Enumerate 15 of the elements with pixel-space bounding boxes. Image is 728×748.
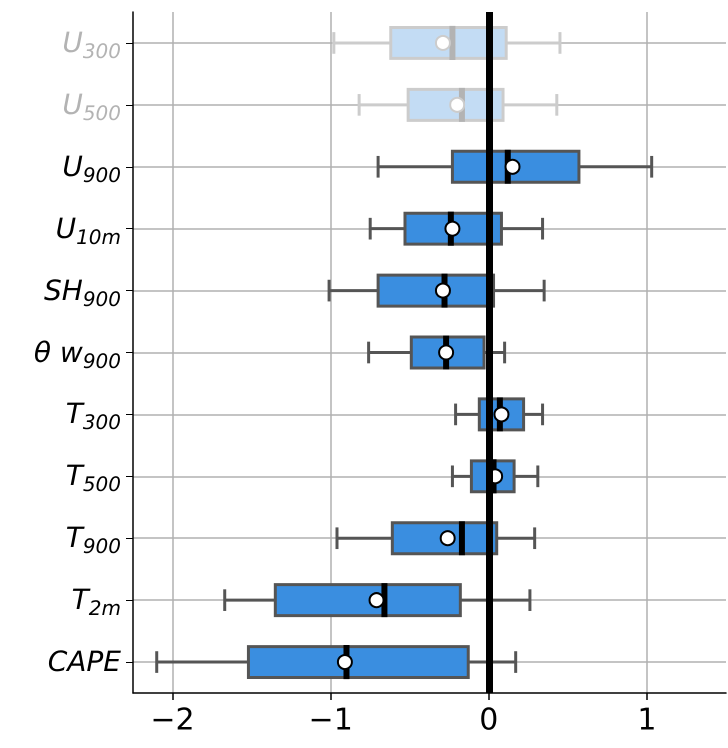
y-tick-label: T$_{500}$ [66,458,121,496]
y-tick-label: T$_{300}$ [66,396,121,434]
y-tick-label: U$_{500}$ [62,86,121,125]
y-tick-label: SH$_{900}$ [44,272,121,311]
y-tick-label: CAPE [48,644,121,680]
x-tick-label: 0 [479,702,498,738]
y-tick-label: T$_{900}$ [66,520,121,558]
y-tick-label: U$_{300}$ [62,24,121,63]
y-tick-label: θ w$_{900}$ [34,334,121,372]
y-tick-label: T$_{2m}$ [72,582,121,620]
x-tick-label: −1 [308,702,353,738]
x-tick-label: −2 [150,702,195,738]
y-tick-label: U$_{900}$ [62,148,121,187]
x-tick-label: 1 [637,702,656,738]
y-tick-label: U$_{10m}$ [56,210,121,249]
